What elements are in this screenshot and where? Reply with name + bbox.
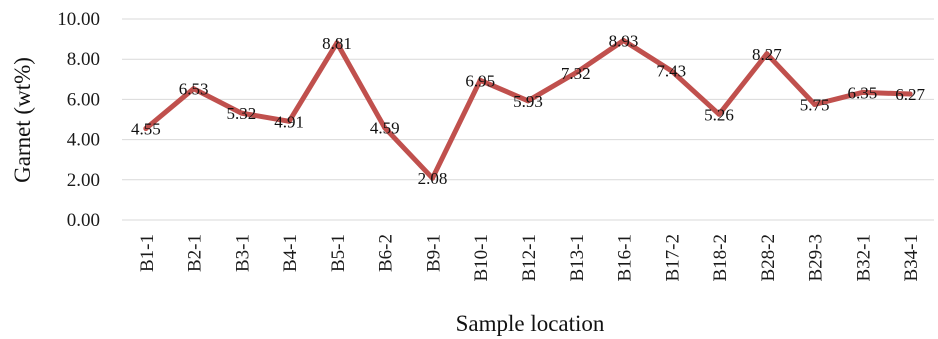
data-label: 6.27	[895, 85, 925, 104]
data-point	[429, 175, 435, 181]
data-point	[573, 70, 579, 76]
data-label: 5.93	[513, 92, 543, 111]
x-tick-label: B29-3	[806, 234, 827, 282]
data-label: 8.81	[322, 34, 352, 53]
x-axis-ticks: B1-1 B2-1 B3-1 B4-1 B5-1 B6-2 B9-1 B10-1 B12-1 B1…	[137, 234, 922, 282]
x-tick-label: B3-1	[232, 234, 253, 272]
data-label: 8.93	[609, 32, 639, 51]
data-label: 4.59	[370, 119, 400, 138]
data-point	[812, 101, 818, 107]
data-label: 4.91	[274, 112, 304, 131]
data-point	[668, 68, 674, 74]
x-tick-label: B13-1	[567, 234, 588, 282]
y-tick-label: 0.00	[67, 210, 100, 231]
x-tick-label: B18-2	[710, 234, 731, 282]
x-tick-label: B12-1	[519, 234, 540, 282]
data-label: 5.32	[227, 104, 257, 123]
x-tick-label: B9-1	[423, 234, 444, 272]
x-tick-label: B1-1	[137, 234, 158, 272]
y-tick-label: 6.00	[67, 89, 100, 110]
y-tick-label: 10.00	[57, 9, 100, 30]
x-axis-title: Sample location	[456, 311, 605, 336]
data-point	[191, 86, 197, 92]
x-tick-label: B4-1	[280, 234, 301, 272]
x-tick-label: B16-1	[615, 234, 636, 282]
x-tick-label: B2-1	[185, 234, 206, 272]
data-point	[764, 51, 770, 57]
data-label: 2.08	[418, 169, 448, 188]
data-point	[716, 111, 722, 117]
data-point	[525, 98, 531, 104]
data-label: 6.95	[465, 71, 495, 90]
y-tick-label: 2.00	[67, 170, 100, 191]
data-point	[477, 77, 483, 83]
data-label: 7.43	[656, 62, 686, 81]
y-tick-label: 8.00	[67, 49, 100, 70]
data-point	[286, 118, 292, 124]
x-tick-label: B28-2	[758, 234, 779, 282]
data-label: 5.26	[704, 105, 734, 124]
x-tick-label: B17-2	[662, 234, 683, 282]
y-tick-label: 4.00	[67, 130, 100, 151]
x-tick-label: B6-2	[376, 234, 397, 272]
data-point	[238, 110, 244, 116]
y-axis-title: Garnet (wt%)	[10, 57, 35, 183]
grid-lines	[122, 18, 934, 221]
data-point	[859, 89, 865, 95]
x-tick-label: B32-1	[853, 234, 874, 282]
data-point	[143, 126, 149, 132]
data-label: 6.35	[847, 83, 877, 102]
data-point	[334, 40, 340, 46]
data-labels: 4.55 6.53 5.32 4.91 8.81 4.59 2.08 6.95 5.93 7.32…	[131, 32, 925, 189]
data-point	[621, 38, 627, 44]
data-label: 7.32	[561, 64, 591, 83]
data-label: 4.55	[131, 120, 161, 139]
y-axis-ticks: 0.00 2.00 4.00 6.00 8.00 10.00	[57, 9, 100, 231]
data-label: 5.75	[800, 95, 830, 114]
series-line-group	[143, 38, 913, 181]
data-point	[382, 125, 388, 131]
data-label: 8.27	[752, 45, 782, 64]
data-label: 6.53	[179, 80, 209, 99]
x-tick-label: B5-1	[328, 234, 349, 272]
x-tick-label: B10-1	[471, 234, 492, 282]
data-point	[907, 91, 913, 97]
x-tick-label: B34-1	[901, 234, 922, 282]
